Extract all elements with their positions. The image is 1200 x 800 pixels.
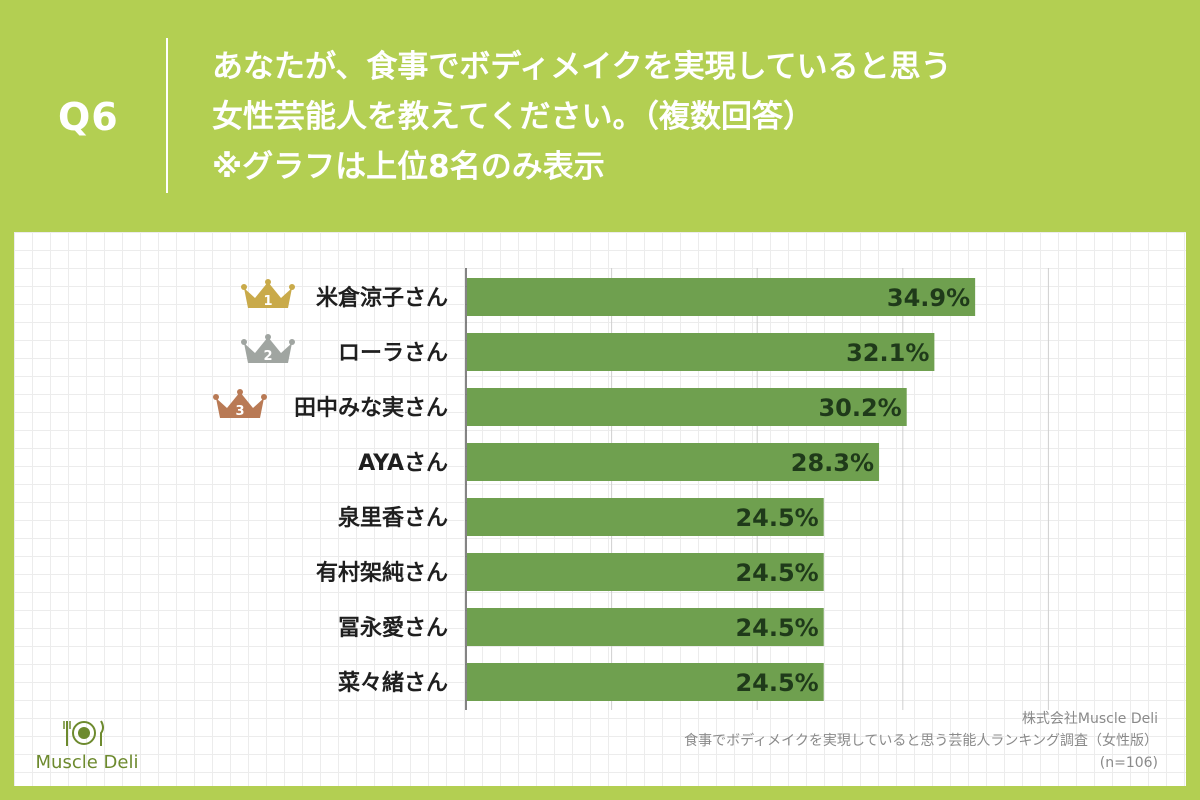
- crown-rank-2-icon: 2: [240, 333, 296, 367]
- category-label: 田中みな実さん: [294, 395, 448, 421]
- category-label: AYAさん: [358, 451, 448, 476]
- category-label: 冨永愛さん: [338, 615, 448, 641]
- svg-text:2: 2: [263, 349, 272, 364]
- source-sample: (n=106): [1099, 755, 1158, 771]
- bar: [467, 388, 907, 426]
- header-divider: [166, 38, 168, 193]
- logo-text: Muscle Deli: [35, 752, 139, 773]
- question-line-3: ※グラフは上位8名のみ表示: [212, 149, 605, 185]
- crown-rank-1-icon: 1: [240, 278, 296, 312]
- question-number: Q6: [58, 95, 119, 139]
- muscle-deli-logo: Muscle Deli: [32, 718, 142, 778]
- question-line-1: あなたが、食事でボディメイクを実現していると思う: [212, 49, 952, 85]
- data-label: 28.3%: [791, 449, 874, 477]
- crown-rank-3-icon: 3: [212, 388, 268, 422]
- data-label: 24.5%: [735, 504, 818, 532]
- category-label: 有村架純さん: [316, 560, 448, 586]
- chart-panel: 米倉涼子さん 34.9% ローラさん 32.1% 田中みな実さん 30.2% AYAさん 28…: [14, 232, 1186, 786]
- bar-chart: 米倉涼子さん 34.9% ローラさん 32.1% 田中みな実さん 30.2% AYAさん 28…: [294, 268, 1049, 710]
- source-survey: 食事でボディメイクを実現していると思う芸能人ランキング調査（女性版）: [684, 733, 1158, 749]
- data-label: 32.1%: [846, 339, 929, 367]
- bar: [467, 443, 880, 481]
- bar: [467, 498, 824, 536]
- bar: [467, 333, 935, 371]
- data-label: 34.9%: [887, 284, 970, 312]
- data-label: 30.2%: [818, 394, 901, 422]
- bar: [467, 278, 976, 316]
- bar: [467, 608, 824, 646]
- data-label: 24.5%: [735, 614, 818, 642]
- question-line-2: 女性芸能人を教えてください。（複数回答）: [212, 99, 815, 135]
- svg-text:3: 3: [235, 404, 244, 419]
- bar: [467, 663, 824, 701]
- bar: [467, 553, 824, 591]
- svg-text:1: 1: [263, 294, 272, 309]
- category-label: ローラさん: [338, 341, 448, 366]
- header: Q6 あなたが、食事でボディメイクを実現していると思う 女性芸能人を教えてくださ…: [0, 0, 1200, 232]
- category-label: 米倉涼子さん: [316, 285, 448, 311]
- data-label: 24.5%: [735, 559, 818, 587]
- source-company: 株式会社Muscle Deli: [1021, 711, 1158, 727]
- data-label: 24.5%: [735, 669, 818, 697]
- source-note: 株式会社Muscle Deli 食事でボディメイクを実現していると思う芸能人ラン…: [684, 708, 1158, 774]
- category-label: 泉里香さん: [338, 505, 448, 531]
- category-label: 菜々緒さん: [337, 670, 448, 696]
- fork-knife-plate-icon: [63, 720, 104, 746]
- question-text: あなたが、食事でボディメイクを実現していると思う 女性芸能人を教えてください。（…: [212, 42, 1172, 192]
